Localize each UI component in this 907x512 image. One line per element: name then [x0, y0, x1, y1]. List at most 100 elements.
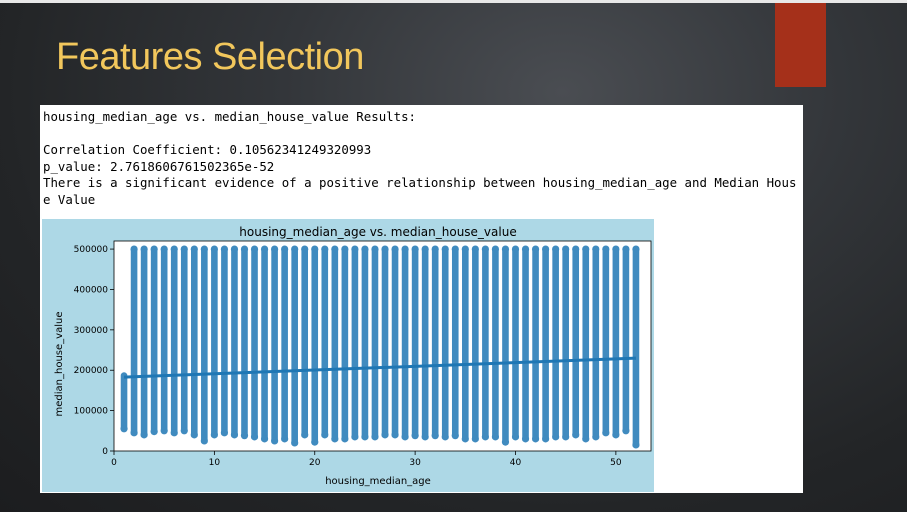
scatter-column: [211, 247, 218, 437]
scatter-point: [170, 245, 178, 253]
scatter-point: [562, 245, 570, 253]
scatter-point: [622, 427, 630, 435]
scatter-point: [190, 245, 198, 253]
p-value-line: p_value: 2.7618606761502365e-52: [43, 158, 275, 174]
scatter-point: [461, 245, 469, 253]
scatter-point: [341, 245, 349, 253]
scatter-point: [471, 245, 479, 253]
scatter-column: [371, 247, 379, 439]
scatter-point: [572, 431, 580, 439]
scatter-point: [230, 431, 239, 439]
scatter-point: [361, 245, 369, 253]
scatter-column: [602, 247, 610, 435]
conclusion-line-1: There is a significant evidence of a pos…: [43, 175, 797, 190]
scatter-column: [462, 247, 469, 441]
scatter-column: [381, 247, 389, 437]
scatter-point: [180, 427, 188, 435]
scatter-point: [250, 245, 259, 253]
scatter-column: [291, 247, 298, 445]
scatter-column: [120, 372, 128, 431]
scatter-point: [411, 432, 419, 440]
scatter-column: [431, 247, 439, 438]
scatter-point: [301, 431, 309, 439]
scatter-column: [532, 247, 539, 441]
scatter-point: [391, 431, 399, 439]
scatter-point: [220, 245, 229, 253]
scatter-point: [381, 245, 389, 253]
scatter-column: [441, 247, 449, 439]
scatter-point: [230, 245, 239, 253]
scatter-point: [491, 245, 500, 253]
scatter-points: [120, 245, 640, 449]
scatter-column: [180, 247, 188, 433]
scatter-point: [612, 245, 620, 253]
scatter-point: [281, 435, 289, 443]
scatter-column: [281, 247, 288, 441]
scatter-point: [602, 429, 610, 437]
y-tick-label: 500000: [74, 245, 109, 255]
scatter-point: [521, 245, 530, 253]
scatter-column: [140, 247, 148, 437]
scatter-point: [592, 245, 600, 253]
scatter-column: [170, 247, 178, 435]
scatter-point: [120, 425, 128, 433]
scatter-column: [542, 247, 549, 441]
scatter-column: [251, 247, 258, 439]
y-tick-label: 100000: [74, 407, 109, 417]
scatter-column: [572, 247, 580, 437]
scatter-point: [270, 245, 279, 253]
scatter-point: [411, 245, 419, 253]
scatter-column: [321, 247, 329, 437]
conclusion-line-2: e Value: [43, 191, 96, 207]
scatter-point: [200, 437, 208, 445]
scatter-column: [552, 247, 559, 439]
scatter-point: [321, 245, 329, 253]
scatter-column: [622, 247, 630, 433]
scatter-point: [331, 245, 339, 253]
slide-top-border: [0, 0, 907, 3]
scatter-column: [482, 247, 489, 439]
scatter-column: [301, 247, 309, 437]
scatter-column: [592, 247, 600, 439]
x-tick-label: 30: [409, 458, 421, 468]
chart-frame: housing_median_age vs. median_house_valu…: [42, 219, 654, 492]
scatter-point: [531, 435, 540, 443]
slide-title: Features Selection: [56, 36, 364, 78]
scatter-column: [451, 247, 459, 438]
scatter-point: [421, 245, 429, 253]
results-header: housing_median_age vs. median_house_valu…: [43, 109, 416, 124]
scatter-column: [261, 247, 268, 441]
scatter-column: [341, 247, 349, 441]
scatter-point: [592, 433, 600, 441]
scatter-column: [411, 247, 419, 438]
scatter-point: [240, 245, 249, 253]
scatter-point: [301, 245, 309, 253]
scatter-point: [371, 433, 379, 441]
scatter-point: [140, 431, 148, 439]
scatter-point: [270, 437, 279, 445]
scatter-point: [220, 429, 229, 437]
scatter-point: [632, 441, 640, 449]
scatter-column: [502, 247, 509, 445]
y-tick-label: 0: [102, 447, 108, 457]
scatter-column: [130, 247, 138, 435]
scatter-point: [190, 431, 198, 439]
scatter-column: [512, 247, 519, 439]
y-tick-label: 300000: [74, 326, 109, 336]
scatter-point: [451, 245, 459, 253]
scatter-column: [391, 247, 399, 437]
scatter-point: [210, 431, 218, 439]
y-tick-label: 400000: [74, 285, 109, 295]
chart-title: housing_median_age vs. median_house_valu…: [239, 225, 516, 239]
scatter-point: [531, 245, 540, 253]
scatter-point: [240, 432, 249, 440]
scatter-column: [351, 247, 359, 439]
scatter-point: [401, 433, 409, 441]
scatter-point: [160, 427, 168, 435]
scatter-point: [281, 245, 289, 253]
x-tick-label: 50: [610, 458, 622, 468]
scatter-point: [391, 245, 399, 253]
scatter-point: [582, 435, 590, 443]
scatter-column: [311, 247, 319, 445]
scatter-point: [210, 245, 218, 253]
